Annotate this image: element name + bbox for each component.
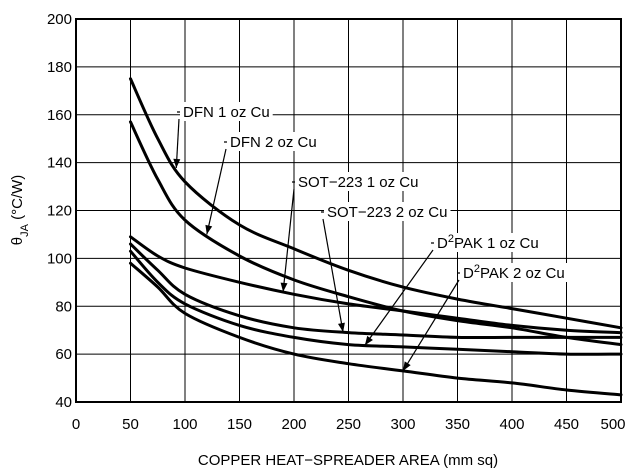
series-line (129, 235, 623, 335)
series-line (129, 77, 623, 330)
curves (129, 77, 623, 397)
arrowhead (403, 361, 411, 371)
series-label: DFN 2 oz Cu (230, 134, 317, 151)
series-label: D2PAK 1 oz Cu (437, 233, 539, 252)
x-tick-label: 250 (336, 416, 361, 433)
annotation-background (227, 132, 320, 151)
leader-line (364, 249, 434, 346)
arrowhead (280, 282, 288, 292)
y-tick-label: 60 (55, 346, 72, 363)
series-label: DFN 1 oz Cu (183, 104, 270, 121)
y-axis-subscript: JA (19, 223, 31, 237)
series-line (129, 242, 623, 340)
arrowhead (173, 158, 181, 168)
annotation-background (295, 172, 422, 191)
x-tick-label: 50 (122, 416, 139, 433)
x-tick-label: 400 (499, 416, 524, 433)
y-tick-label: 80 (55, 298, 72, 315)
x-tick-labels: 0 50 100 150 200 250 300 350 400 450 500 (72, 416, 626, 433)
annotation-background (324, 202, 451, 221)
x-tick-label: 350 (445, 416, 470, 433)
y-tick-label: 40 (55, 394, 72, 411)
y-tick-label: 140 (47, 155, 72, 172)
plot-frame (75, 18, 622, 403)
x-tick-label: 0 (72, 416, 80, 433)
leader-line (322, 218, 344, 333)
annotation-background (180, 102, 273, 121)
y-axis-symbol: θ (9, 237, 26, 245)
series-line (129, 249, 623, 356)
arrowhead (205, 224, 213, 235)
x-tick-label: 200 (281, 416, 306, 433)
series-label: SOT−223 2 oz Cu (327, 204, 447, 221)
y-tick-label: 160 (47, 107, 72, 124)
curve-annotations: DFN 1 oz Cu DFN 2 oz Cu SOT−223 1 oz Cu SOT… (173, 102, 568, 372)
y-axis-title: θJA (°C/W) (9, 175, 31, 246)
x-tick-label: 450 (554, 416, 579, 433)
y-tick-label: 100 (47, 250, 72, 267)
annotation-background (434, 233, 542, 252)
y-axis-unit: (°C/W) (9, 175, 26, 224)
x-axis-title: COPPER HEAT−SPREADER AREA (mm sq) (198, 452, 498, 469)
leader-line (402, 279, 460, 372)
y-tick-label: 120 (47, 203, 72, 220)
annotation-background (460, 263, 568, 282)
x-tick-label: 150 (227, 416, 252, 433)
y-tick-label: 200 (47, 11, 72, 28)
leader-line (282, 188, 295, 292)
leader-line (206, 148, 227, 235)
y-tick-labels: 40 60 80 100 120 140 160 180 200 (47, 11, 72, 411)
series-line (129, 261, 623, 397)
series-line (129, 120, 623, 347)
arrowhead (364, 335, 373, 346)
arrowhead (338, 322, 345, 333)
y-tick-label: 180 (47, 59, 72, 76)
series-label: SOT−223 1 oz Cu (298, 174, 418, 191)
x-tick-label: 300 (390, 416, 415, 433)
x-tick-label: 100 (172, 416, 197, 433)
x-tick-label: 500 (600, 416, 625, 433)
series-label: D2PAK 2 oz Cu (463, 263, 565, 282)
